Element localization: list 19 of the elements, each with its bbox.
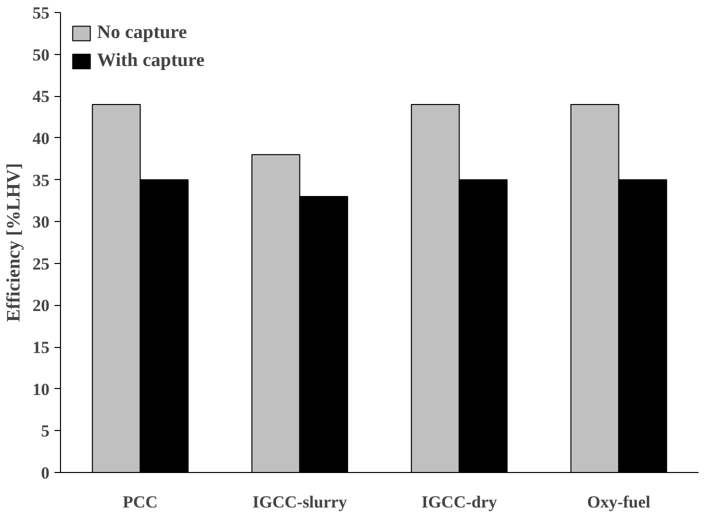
y-tick-label: 20 <box>32 296 50 316</box>
y-tick-label: 25 <box>32 254 50 274</box>
y-tick-label: 10 <box>32 380 50 399</box>
y-tick-label: 30 <box>32 212 50 232</box>
y-tick-label: 50 <box>32 45 50 64</box>
y-tick-label: 15 <box>32 338 50 358</box>
legend-label: With capture <box>97 50 204 72</box>
y-tick-label: 55 <box>32 4 50 22</box>
x-tick-label: IGCC-slurry <box>252 492 348 512</box>
y-tick-label: 40 <box>32 128 50 148</box>
y-axis-title: Efficiency [%LHV] <box>4 163 24 322</box>
y-tick-label: 35 <box>32 170 50 190</box>
legend-label: No capture <box>97 22 187 44</box>
y-tick-label: 5 <box>41 422 50 441</box>
y-tick-label: 45 <box>32 87 50 106</box>
x-tick-label: Oxy-fuel <box>587 492 651 512</box>
x-tick-label: PCC <box>122 492 158 512</box>
x-tick-label: IGCC-dry <box>421 492 498 512</box>
y-tick-label: 0 <box>41 464 50 482</box>
